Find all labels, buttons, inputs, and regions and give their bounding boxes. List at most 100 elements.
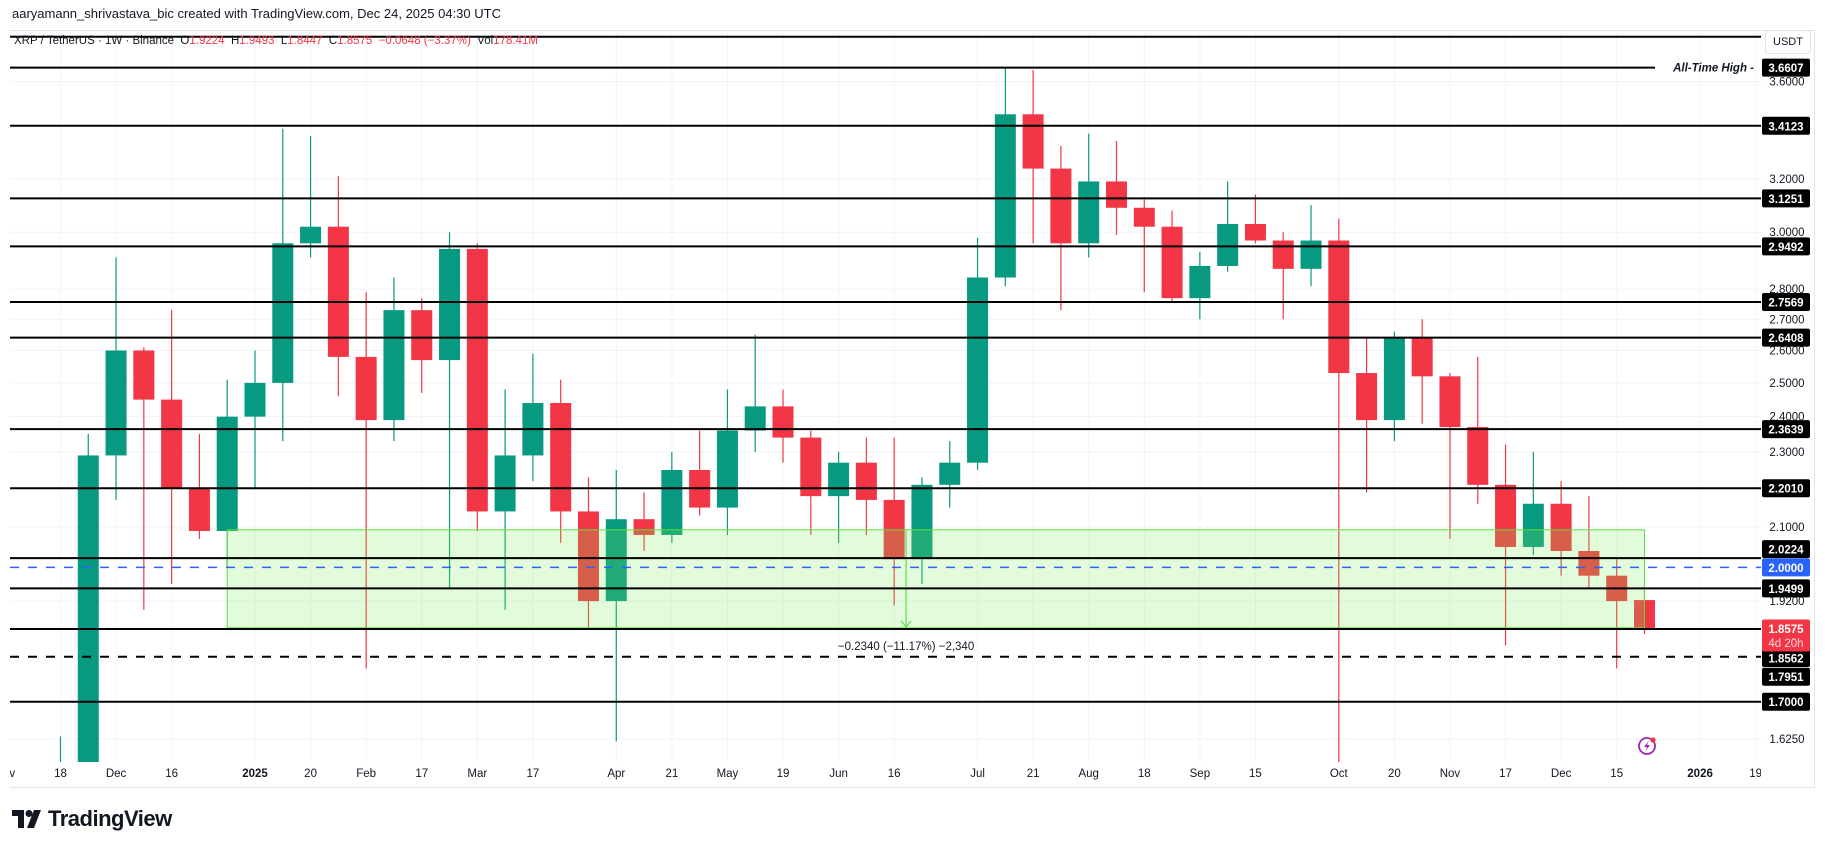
price-tick-label: 3.2000 xyxy=(1769,174,1804,186)
candle[interactable] xyxy=(689,430,711,516)
candle[interactable] xyxy=(1522,451,1544,556)
lightning-icon[interactable] xyxy=(1638,737,1656,755)
candle[interactable] xyxy=(1133,197,1155,293)
candle[interactable] xyxy=(355,292,377,669)
candle[interactable] xyxy=(577,477,599,628)
candle-body xyxy=(1439,376,1461,428)
candle[interactable] xyxy=(661,451,683,543)
candle[interactable] xyxy=(494,389,516,610)
time-tick-label: 19 xyxy=(1749,768,1762,780)
candle[interactable] xyxy=(855,437,877,535)
candle[interactable] xyxy=(1439,373,1461,539)
level-price-label-box xyxy=(1762,649,1810,668)
candle[interactable] xyxy=(1328,218,1350,762)
price-axis-labels: 3.6607 3.4123 3.1251 2.9492 2.7569 2.6408 2.36… xyxy=(1762,58,1810,711)
time-tick-label: 15 xyxy=(1249,768,1262,780)
level-price-label-box xyxy=(1762,328,1810,347)
candle[interactable] xyxy=(1217,181,1239,272)
candle[interactable] xyxy=(1495,444,1517,646)
candle[interactable] xyxy=(188,434,210,539)
candle[interactable] xyxy=(1078,133,1100,258)
time-tick-label: Nov xyxy=(1440,768,1461,780)
candle[interactable] xyxy=(994,67,1016,287)
candle[interactable] xyxy=(1383,331,1405,442)
level-price-label-box xyxy=(1762,579,1810,598)
candle[interactable] xyxy=(800,430,822,535)
zone-rectangle[interactable] xyxy=(226,529,1646,629)
candle[interactable] xyxy=(939,441,961,508)
candle[interactable] xyxy=(716,389,738,535)
candle-body xyxy=(105,350,127,456)
candle[interactable] xyxy=(1272,232,1294,320)
candle[interactable] xyxy=(244,350,266,489)
time-tick-label: 19 xyxy=(777,768,790,780)
candle[interactable] xyxy=(1161,210,1183,302)
candle-body xyxy=(1050,168,1072,244)
candle[interactable] xyxy=(550,379,572,543)
low-value: 1.8447 xyxy=(287,35,323,47)
candle[interactable] xyxy=(50,736,71,763)
candle-body xyxy=(1133,207,1155,227)
level-price-label-box xyxy=(1762,479,1810,498)
candle-body xyxy=(1022,114,1044,169)
candle-body xyxy=(1244,223,1266,241)
candle-body xyxy=(828,462,850,497)
horizontal-levels[interactable]: All-Time High - xyxy=(10,35,1761,703)
time-tick-label: 2025 xyxy=(242,768,268,780)
candle[interactable] xyxy=(1550,481,1572,576)
candle-body xyxy=(994,114,1016,278)
candle-body xyxy=(1411,337,1433,377)
candle[interactable] xyxy=(300,136,322,258)
candle-body xyxy=(744,406,766,431)
candle[interactable] xyxy=(77,434,99,762)
candle-body xyxy=(1356,373,1378,421)
time-tick-label: 18 xyxy=(54,768,67,780)
candle[interactable] xyxy=(605,470,627,742)
candle[interactable] xyxy=(439,232,461,589)
candle[interactable] xyxy=(1189,251,1211,320)
level-price-label: 2.0000 xyxy=(1768,563,1803,575)
support-zone[interactable]: −0.2340 (−11.17%) −2,340 xyxy=(226,529,1646,653)
time-tick-label: Mar xyxy=(467,768,487,780)
candle[interactable] xyxy=(522,353,544,482)
open-value: 1.9224 xyxy=(189,35,225,47)
volume-value: 178.41M xyxy=(493,35,538,47)
candle[interactable] xyxy=(466,243,488,531)
level-price-label: 2.3639 xyxy=(1768,425,1803,437)
candle[interactable] xyxy=(744,334,766,452)
symbol-name[interactable]: XRP / TetherUS · 1W · Binance xyxy=(14,35,175,47)
candle[interactable] xyxy=(1022,70,1044,244)
level-price-label: 3.1251 xyxy=(1768,194,1804,206)
candle[interactable] xyxy=(1244,194,1266,244)
candle[interactable] xyxy=(1050,145,1072,311)
candle[interactable] xyxy=(1356,337,1378,493)
time-axis[interactable]: Nov 18 Dec 16 2025 20 Feb 17 Mar 17 Apr 21 May 19 Jun 1… xyxy=(0,768,1762,780)
candle[interactable] xyxy=(411,298,433,393)
candle[interactable] xyxy=(1105,140,1127,235)
candle[interactable] xyxy=(105,257,127,500)
open-label: O xyxy=(180,35,190,47)
tradingview-logo[interactable]: TradingView xyxy=(12,806,172,832)
candle[interactable] xyxy=(911,477,933,585)
candle[interactable] xyxy=(161,310,183,585)
price-axis[interactable]: 3.60003.20003.00002.80002.70002.60002.50… xyxy=(1769,77,1804,746)
candle[interactable] xyxy=(828,451,850,543)
candle-body xyxy=(1300,240,1322,269)
candle[interactable] xyxy=(1467,356,1489,504)
time-tick-label: Jul xyxy=(970,768,985,780)
time-tick-label: 16 xyxy=(165,768,178,780)
time-tick-label: Dec xyxy=(106,768,127,780)
candle-body xyxy=(439,248,461,361)
candle[interactable] xyxy=(1411,319,1433,424)
candle[interactable] xyxy=(967,237,989,471)
time-tick-label: Sep xyxy=(1190,768,1210,780)
currency-button[interactable]: USDT xyxy=(1765,30,1811,54)
candle[interactable] xyxy=(633,492,655,551)
tradingview-logo-icon xyxy=(12,810,41,828)
candle[interactable] xyxy=(133,347,155,610)
level-price-label: 3.4123 xyxy=(1768,121,1803,133)
candle[interactable] xyxy=(327,176,349,397)
candle[interactable] xyxy=(272,128,294,442)
time-tick-label: 18 xyxy=(1138,768,1151,780)
